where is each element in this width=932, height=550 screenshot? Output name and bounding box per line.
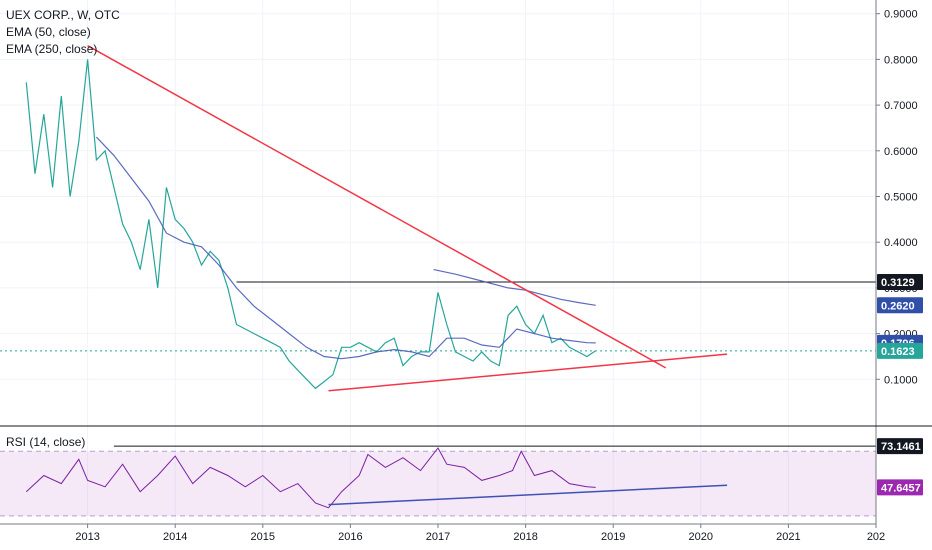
year-tick-label: 2017 — [426, 531, 450, 543]
series-layer — [0, 45, 876, 509]
price-tag-label-box — [877, 297, 923, 314]
price-tag-label: 0.1623 — [881, 346, 915, 358]
year-tick-label: 2019 — [601, 531, 625, 543]
price-tick-label: 0.1000 — [884, 374, 918, 386]
year-tick-label: 2020 — [689, 531, 713, 543]
price-tick-label: 0.4000 — [884, 237, 918, 249]
price-tag-label-box — [877, 342, 923, 359]
price-tag-label-box — [877, 274, 923, 291]
rsi-tag-label: 47.6457 — [881, 482, 921, 494]
rsi-legend[interactable]: RSI (14, close) — [6, 435, 86, 449]
year-tick-label: 2018 — [513, 531, 537, 543]
rsi-bands — [0, 450, 876, 517]
year-tick-label: 2021 — [776, 531, 800, 543]
rsi-tag-label-box — [877, 438, 923, 455]
price-tick-label: 0.6000 — [884, 146, 918, 158]
rsi-tag-label-box — [877, 479, 923, 496]
rsi-tag-label: 73.1461 — [881, 441, 921, 453]
year-tick-label: 2014 — [163, 531, 187, 543]
ema50-legend[interactable]: EMA (50, close) — [6, 25, 91, 39]
rsi-support-trendline — [328, 484, 728, 506]
price-tag-label: 0.2620 — [881, 300, 915, 312]
resistance-trendline — [87, 45, 667, 369]
price-tag-label: 0.3129 — [881, 277, 915, 289]
year-tick-label: 2013 — [75, 531, 99, 543]
year-tick-label: 2015 — [251, 531, 275, 543]
ema50-series — [95, 136, 596, 360]
rsi-series — [25, 447, 596, 509]
support-trendline — [328, 353, 728, 392]
price-tick-label: 0.9000 — [884, 9, 918, 21]
price-series — [25, 59, 597, 390]
rsi-band-fill — [0, 451, 876, 516]
price-tick-label: 0.5000 — [884, 192, 918, 204]
year-tick-label: 202 — [867, 531, 885, 543]
year-tick-label: 2016 — [338, 531, 362, 543]
price-tick-label: 0.7000 — [884, 100, 918, 112]
symbol-label[interactable]: UEX CORP., W, OTC — [6, 8, 120, 22]
price-tick-label: 0.8000 — [884, 54, 918, 66]
chart-legend: UEX CORP., W, OTC EMA (50, close) EMA (2… — [6, 7, 120, 58]
ema250-legend[interactable]: EMA (250, close) — [6, 42, 98, 56]
